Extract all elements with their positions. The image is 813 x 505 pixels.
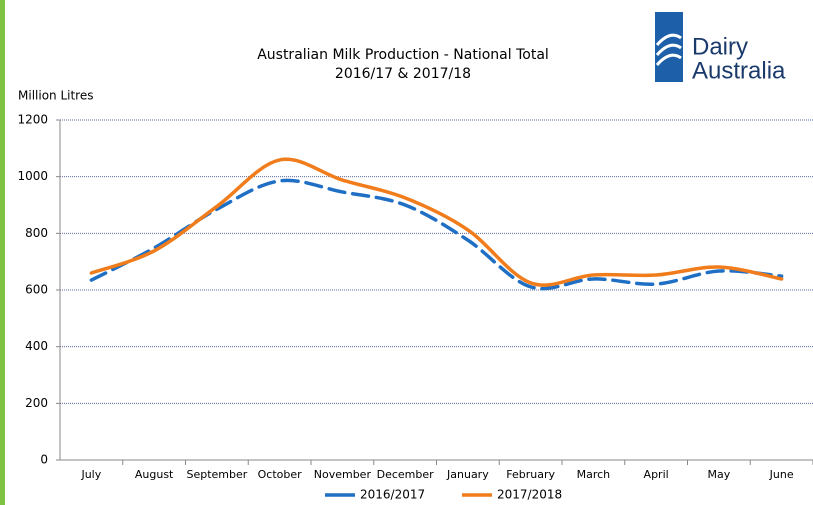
x-tick-label: October <box>258 468 302 481</box>
x-tick-label: June <box>769 468 794 481</box>
x-tick-label: February <box>506 468 555 481</box>
logo-text: Australia <box>692 57 786 84</box>
y-tick-label: 600 <box>25 283 48 297</box>
y-tick-label: 800 <box>25 226 48 240</box>
legend-label: 2016/2017 <box>360 488 425 502</box>
logo-text: Dairy <box>692 33 748 60</box>
y-tick-label: 1000 <box>17 169 48 183</box>
y-axis-label: Million Litres <box>18 89 93 103</box>
x-tick-label: January <box>446 468 489 481</box>
legend-label: 2017/2018 <box>497 488 562 502</box>
y-tick-label: 400 <box>25 339 48 353</box>
y-tick-label: 1200 <box>17 113 48 127</box>
y-tick-label: 0 <box>40 453 48 467</box>
x-tick-label: December <box>377 468 435 481</box>
y-tick-label: 200 <box>25 396 48 410</box>
x-tick-label: March <box>577 468 611 481</box>
chart-title: Australian Milk Production - National To… <box>257 47 549 63</box>
x-tick-label: September <box>186 468 247 481</box>
x-tick-label: July <box>80 468 101 481</box>
logo: Dairy Australia <box>655 12 786 84</box>
logo-waves <box>655 33 682 67</box>
x-tick-label: April <box>644 468 669 481</box>
data-line <box>89 157 784 287</box>
x-tick-label: November <box>314 468 372 481</box>
x-tick-label: May <box>708 468 731 481</box>
x-tick-label: August <box>135 468 174 481</box>
chart-subtitle: 2016/17 & 2017/18 <box>335 66 471 82</box>
side-bar <box>0 0 5 505</box>
